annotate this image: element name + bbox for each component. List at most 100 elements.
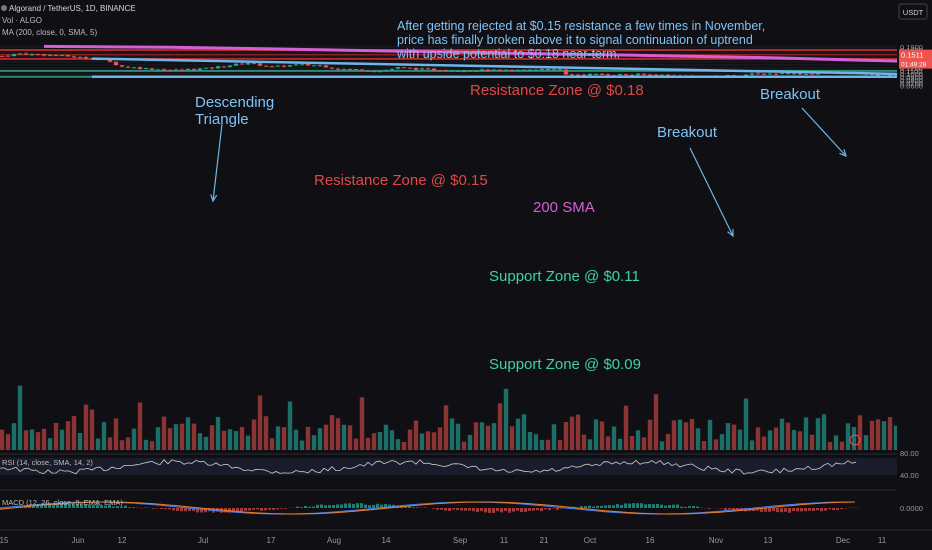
volume-bar xyxy=(587,439,593,450)
macd-histogram-bar xyxy=(124,505,127,508)
macd-histogram-bar xyxy=(376,503,379,508)
macd-histogram-bar xyxy=(780,508,783,513)
candle-body xyxy=(359,69,365,71)
breakout-label-1: Breakout xyxy=(657,124,718,141)
macd-histogram-bar xyxy=(792,508,795,511)
volume-bar xyxy=(485,425,491,450)
macd-histogram-bar xyxy=(352,503,355,508)
candle-body xyxy=(317,65,323,67)
macd-histogram-bar xyxy=(240,508,243,513)
x-tick-label: 12 xyxy=(118,536,127,545)
macd-line xyxy=(0,501,855,515)
last-price-value: 0.1511 xyxy=(901,51,923,60)
candle-body xyxy=(377,71,383,73)
candle-body xyxy=(659,74,665,76)
macd-histogram-bar xyxy=(600,505,603,508)
candle-body xyxy=(17,53,23,55)
macd-histogram-bar xyxy=(404,506,407,508)
volume-bar xyxy=(653,394,659,450)
candle-body xyxy=(419,68,425,70)
volume-bar xyxy=(503,388,509,450)
volume-bar xyxy=(443,405,449,450)
volume-bar xyxy=(83,404,89,450)
candle-body xyxy=(617,74,623,76)
volume-bar xyxy=(161,416,167,450)
volume-bar xyxy=(173,424,179,450)
volume-bar xyxy=(35,432,41,450)
candle-body xyxy=(335,68,341,70)
y-tick-label: 0.1000 xyxy=(900,70,923,79)
x-tick-label: 11 xyxy=(500,536,509,545)
macd-histogram-bar xyxy=(60,504,63,508)
candle-body xyxy=(149,68,155,70)
x-tick-label: Dec xyxy=(836,536,850,545)
volume-bar xyxy=(323,424,329,450)
macd-histogram-bar xyxy=(836,508,839,510)
volume-bar xyxy=(299,440,305,450)
macd-histogram-bar xyxy=(192,508,195,512)
macd-histogram-bar xyxy=(268,508,271,510)
volume-bar xyxy=(179,423,185,450)
volume-bar xyxy=(617,438,623,450)
volume-bar xyxy=(761,436,767,450)
volume-bar xyxy=(509,426,515,450)
volume-bar xyxy=(887,417,893,450)
macd-histogram-bar xyxy=(728,508,731,510)
macd-histogram-bar xyxy=(584,506,587,508)
macd-histogram-bar xyxy=(636,503,639,508)
volume-bar xyxy=(185,417,191,450)
currency-button[interactable] xyxy=(898,3,928,20)
candle-body xyxy=(263,65,269,67)
volume-bar xyxy=(311,435,317,450)
last-price-tag xyxy=(899,49,932,69)
candle-body xyxy=(245,63,251,65)
volume-bar xyxy=(221,430,227,450)
breakout-arrow-2 xyxy=(801,107,847,157)
volume-bar xyxy=(863,435,869,450)
macd-histogram-bar xyxy=(176,508,179,511)
candle-body xyxy=(767,73,773,75)
macd-signal-line xyxy=(0,501,856,515)
rsi-tick: 40.00 xyxy=(900,471,919,480)
candle-body xyxy=(353,68,359,70)
macd-histogram-bar xyxy=(64,503,67,508)
macd-histogram-bar xyxy=(444,508,447,511)
volume-bar xyxy=(5,434,11,450)
candle-body xyxy=(221,66,227,68)
annotation-line: After getting rejected at $0.15 resistan… xyxy=(397,19,765,33)
volume-bar xyxy=(611,426,617,450)
macd-histogram-bar xyxy=(164,508,167,510)
volume-bar xyxy=(437,427,443,450)
volume-bar xyxy=(137,402,143,450)
x-tick-label: Jul xyxy=(198,536,208,545)
volume-bar xyxy=(605,436,611,450)
volume-bar xyxy=(65,421,71,450)
macd-histogram-bar xyxy=(708,508,711,509)
price-axis[interactable] xyxy=(897,0,932,550)
macd-histogram-bar xyxy=(364,504,367,508)
volume-bar xyxy=(431,432,437,450)
macd-histogram-bar xyxy=(384,504,387,508)
macd-histogram-bar xyxy=(492,508,495,513)
macd-histogram-bar xyxy=(676,504,679,508)
candle-body xyxy=(623,74,629,76)
candle-body xyxy=(503,69,509,71)
macd-histogram-bar xyxy=(612,505,615,508)
support-011-label: Support Zone @ $0.11 xyxy=(489,268,640,285)
candle-body xyxy=(539,69,545,71)
candle-body xyxy=(143,68,149,70)
macd-histogram-bar xyxy=(280,508,283,509)
candle-body xyxy=(809,73,815,75)
candle-body xyxy=(413,67,419,70)
volume-bar xyxy=(257,395,263,450)
x-tick-label: Aug xyxy=(327,536,341,545)
macd-histogram-bar xyxy=(484,508,487,513)
volume-bar xyxy=(371,433,377,450)
macd-histogram-bar xyxy=(44,503,47,508)
volume-bar xyxy=(359,397,365,450)
macd-histogram-bar xyxy=(660,504,663,508)
candle-body xyxy=(629,74,635,76)
flash-alert-icon[interactable] xyxy=(849,434,861,446)
candle-body xyxy=(113,61,119,66)
